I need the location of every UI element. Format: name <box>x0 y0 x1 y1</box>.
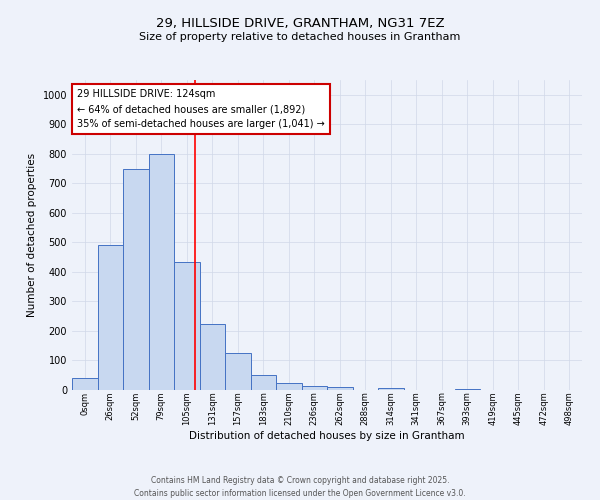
Bar <box>327 387 353 390</box>
Bar <box>302 386 327 390</box>
Bar <box>378 388 404 390</box>
Bar <box>72 378 97 390</box>
Text: Contains HM Land Registry data © Crown copyright and database right 2025.
Contai: Contains HM Land Registry data © Crown c… <box>134 476 466 498</box>
Bar <box>97 246 123 390</box>
Bar <box>149 154 174 390</box>
Bar <box>123 168 149 390</box>
Bar <box>455 388 480 390</box>
Bar <box>225 353 251 390</box>
Bar <box>276 382 302 390</box>
X-axis label: Distribution of detached houses by size in Grantham: Distribution of detached houses by size … <box>189 431 465 441</box>
Text: 29 HILLSIDE DRIVE: 124sqm
← 64% of detached houses are smaller (1,892)
35% of se: 29 HILLSIDE DRIVE: 124sqm ← 64% of detac… <box>77 90 325 129</box>
Text: Size of property relative to detached houses in Grantham: Size of property relative to detached ho… <box>139 32 461 42</box>
Y-axis label: Number of detached properties: Number of detached properties <box>27 153 37 317</box>
Text: 29, HILLSIDE DRIVE, GRANTHAM, NG31 7EZ: 29, HILLSIDE DRIVE, GRANTHAM, NG31 7EZ <box>155 18 445 30</box>
Bar <box>174 262 199 390</box>
Bar <box>199 324 225 390</box>
Bar <box>251 375 276 390</box>
